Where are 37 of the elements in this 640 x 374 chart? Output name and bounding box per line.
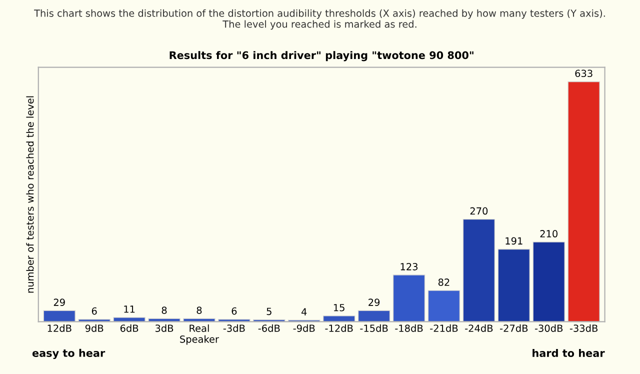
x-tick-label: -12dB xyxy=(325,324,353,332)
x-tick-label: -30dB xyxy=(534,324,563,332)
data-label: 191 xyxy=(506,237,522,245)
text: hard to hear xyxy=(532,348,605,358)
data-label: 633 xyxy=(575,70,592,78)
data-label: 5 xyxy=(266,308,272,316)
x-tick-label: -18dB xyxy=(395,324,423,332)
x-tick-label: 6dB xyxy=(120,324,138,332)
data-label: 11 xyxy=(124,306,135,313)
x-tick-label: 9dB xyxy=(85,324,104,332)
y-axis-title: number of testers who reached the level xyxy=(26,96,34,293)
data-label: 8 xyxy=(196,306,202,314)
data-label: 123 xyxy=(400,263,418,270)
data-label: 29 xyxy=(368,298,380,306)
data-label: 82 xyxy=(438,278,450,286)
data-label: 4 xyxy=(302,308,307,316)
x-tick-label: -24dB xyxy=(465,324,493,332)
x-tick-label: -6dB xyxy=(258,324,280,332)
x-tick-label: -33dB xyxy=(570,324,598,332)
data-label: 6 xyxy=(92,307,97,315)
x-tick-label: -3dB xyxy=(223,324,245,332)
chart-subtitle: This chart shows the distribution of the distortion audibility thresholds (X axis) reached by how many testers (Y axis). The level you reached is marked as red. xyxy=(34,9,605,30)
text: easy to hear xyxy=(32,348,106,360)
data-label: 270 xyxy=(470,207,488,215)
x-tick-label: 12dB xyxy=(48,324,72,332)
data-label: 15 xyxy=(334,304,344,312)
data-label: 29 xyxy=(54,298,65,306)
x-tick-label: -15dB xyxy=(360,324,388,332)
x-tick-label: -27dB xyxy=(500,324,528,332)
data-label: 8 xyxy=(162,306,167,314)
x-tick-label: 3dB xyxy=(155,324,174,332)
chart-title: Results for "6 inch driver" playing "twotone 90 800" xyxy=(170,51,474,62)
x-tick-label: Real Speaker xyxy=(180,324,219,345)
data-label: 210 xyxy=(540,230,558,238)
data-label: 6 xyxy=(232,307,237,315)
x-tick-label: -21dB xyxy=(430,324,458,332)
x-tick-label: -9dB xyxy=(293,324,315,332)
